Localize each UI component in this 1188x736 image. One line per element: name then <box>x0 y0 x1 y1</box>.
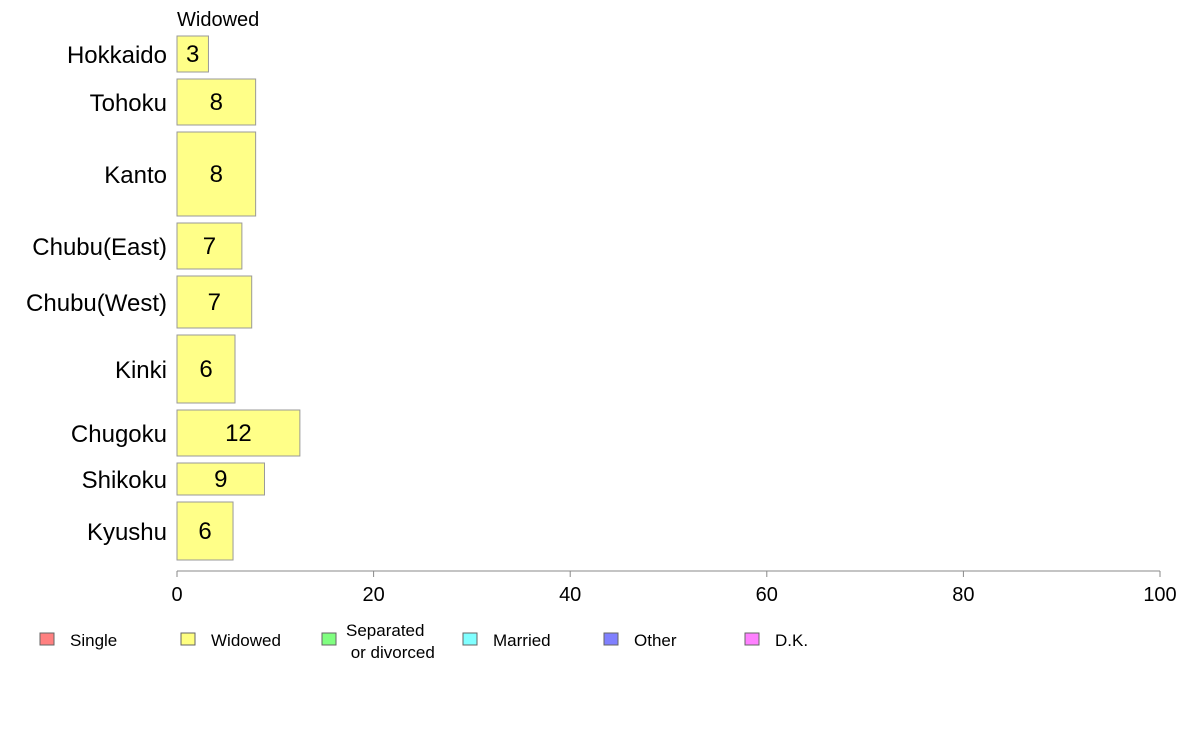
x-tick-label: 20 <box>362 584 384 606</box>
legend-swatch-single <box>39 632 55 646</box>
bar-value-label: 8 <box>210 89 223 116</box>
category-labels: Hokkaido Tohoku Kanto Chubu(East) Chubu(West… <box>26 42 167 546</box>
bar-kanto <box>176 131 257 217</box>
bar-shikoku <box>176 462 265 496</box>
legend-label-other: Other <box>634 631 677 650</box>
x-tick-label: 60 <box>756 584 778 606</box>
category-label-shikoku: Shikoku <box>82 467 167 494</box>
legend-swatch-married <box>462 632 478 646</box>
legend-swatch-separated-or-divorced <box>321 632 337 646</box>
bar-value-label: 6 <box>198 518 211 545</box>
bar-value-label: 7 <box>208 289 221 316</box>
legend-label-widowed: Widowed <box>211 631 281 650</box>
x-axis: 0 20 40 60 80 100 <box>171 570 1177 606</box>
legend-label-d-k: D.K. <box>775 631 808 650</box>
x-tick-label: 100 <box>1143 584 1176 606</box>
legend-label-married: Married <box>493 631 551 650</box>
category-label-chugoku: Chugoku <box>71 421 167 448</box>
bar-value-label: 8 <box>210 161 223 188</box>
bar-value-label: 7 <box>203 233 216 260</box>
bar-value-label: 3 <box>186 41 199 68</box>
bar-value-label: 12 <box>225 420 252 447</box>
legend-label-single: Single <box>70 631 117 650</box>
category-label-kinki: Kinki <box>115 357 167 384</box>
chart-title: Widowed <box>177 9 259 31</box>
bar-chubu-east <box>176 222 243 270</box>
category-label-hokkaido: Hokkaido <box>67 42 167 69</box>
bar-value-label: 9 <box>214 466 227 493</box>
x-tick-label: 0 <box>171 584 182 606</box>
bar-hokkaido <box>176 35 209 73</box>
bar-kyushu <box>176 501 234 561</box>
legend-swatch-other <box>603 632 619 646</box>
legend-label-separated-or-divorced: Separated or divorced <box>346 621 435 662</box>
category-label-kanto: Kanto <box>104 162 167 189</box>
category-label-chubu-west: Chubu(West) <box>26 290 167 317</box>
legend-swatch-widowed <box>180 632 196 646</box>
bar-value-label: 6 <box>199 356 212 383</box>
legend-swatch-d-k <box>744 632 760 646</box>
bar-chugoku <box>176 409 301 457</box>
bar-chubu-west <box>176 275 253 329</box>
legend: Single Widowed Separated or divorced Marrie… <box>39 621 808 662</box>
x-tick-label: 40 <box>559 584 581 606</box>
bar-kinki <box>176 334 236 404</box>
bar-tohoku <box>176 78 257 126</box>
category-label-chubu-east: Chubu(East) <box>32 234 167 261</box>
x-tick-label: 80 <box>952 584 974 606</box>
category-label-tohoku: Tohoku <box>90 90 167 117</box>
category-label-kyushu: Kyushu <box>87 519 167 546</box>
